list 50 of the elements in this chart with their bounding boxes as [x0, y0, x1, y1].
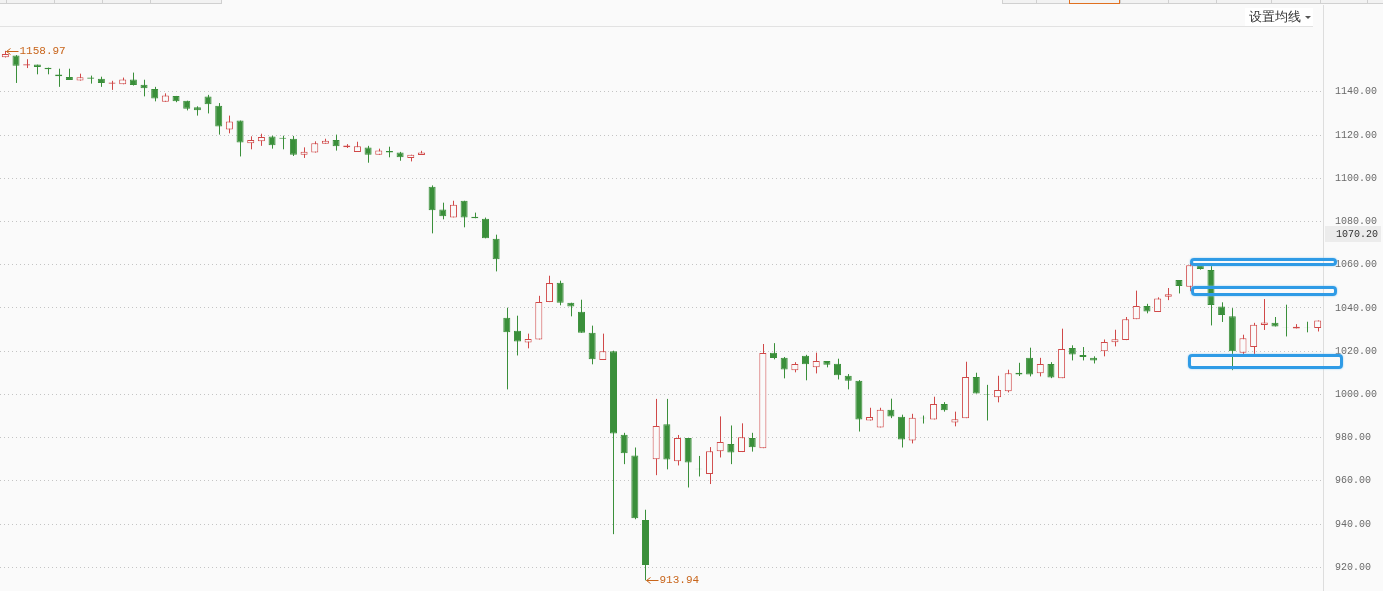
candlestick [492, 234, 500, 272]
candlestick [1239, 334, 1247, 357]
y-tick-label: 1020.00 [1335, 345, 1378, 357]
y-tick-label: 960.00 [1335, 475, 1372, 487]
candlestick [1004, 369, 1012, 393]
candlestick [908, 413, 916, 444]
y-tick-label: 1080.00 [1335, 216, 1378, 228]
candlestick [460, 200, 468, 228]
annotation: 1158.97 [19, 45, 66, 58]
y-tick-label: 1000.00 [1335, 389, 1378, 400]
candlestick [705, 446, 714, 485]
candlestick [1132, 290, 1140, 320]
candlestick [503, 307, 511, 390]
candlestick [780, 356, 788, 379]
candlestick [289, 135, 297, 157]
candlestick [556, 280, 564, 306]
candlestick [599, 333, 607, 361]
y-tick-label: 940.00 [1335, 518, 1372, 530]
y-tick-label: 1100.00 [1335, 172, 1378, 184]
candlestick [1260, 298, 1268, 331]
candlestick [994, 375, 1002, 403]
candlestick [673, 434, 682, 466]
candlestick [577, 299, 585, 334]
candlestick [716, 415, 724, 458]
text: 1070.20 [1336, 228, 1379, 240]
y-tick-label: 1060.00 [1335, 259, 1378, 271]
candlestick [1036, 357, 1044, 377]
candlestick [513, 315, 521, 356]
candlestick [738, 422, 746, 453]
y-tick-label: 1040.00 [1335, 302, 1378, 314]
candlestick [727, 424, 735, 465]
y-tick-label: 1120.00 [1335, 129, 1378, 141]
candlestick [898, 414, 906, 449]
candlestick [12, 54, 20, 84]
candlestick [215, 102, 223, 136]
y-tick-label: 1140.00 [1335, 86, 1378, 98]
candlestick [748, 432, 756, 453]
candlestick [684, 437, 692, 488]
candlestick [620, 432, 628, 465]
candlestick [428, 184, 436, 234]
candlestick [802, 354, 810, 381]
candlestick [1250, 322, 1258, 357]
y-tick-label: 980.00 [1335, 432, 1372, 444]
candlestick [812, 352, 820, 374]
candlestick [545, 275, 553, 303]
dropdown-button: 设置均线 [1245, 8, 1313, 26]
annotation: 913.94 [659, 574, 700, 587]
candlestick [236, 120, 244, 157]
candlestick [1026, 347, 1034, 377]
y-tick-label: 920.00 [1335, 561, 1372, 573]
